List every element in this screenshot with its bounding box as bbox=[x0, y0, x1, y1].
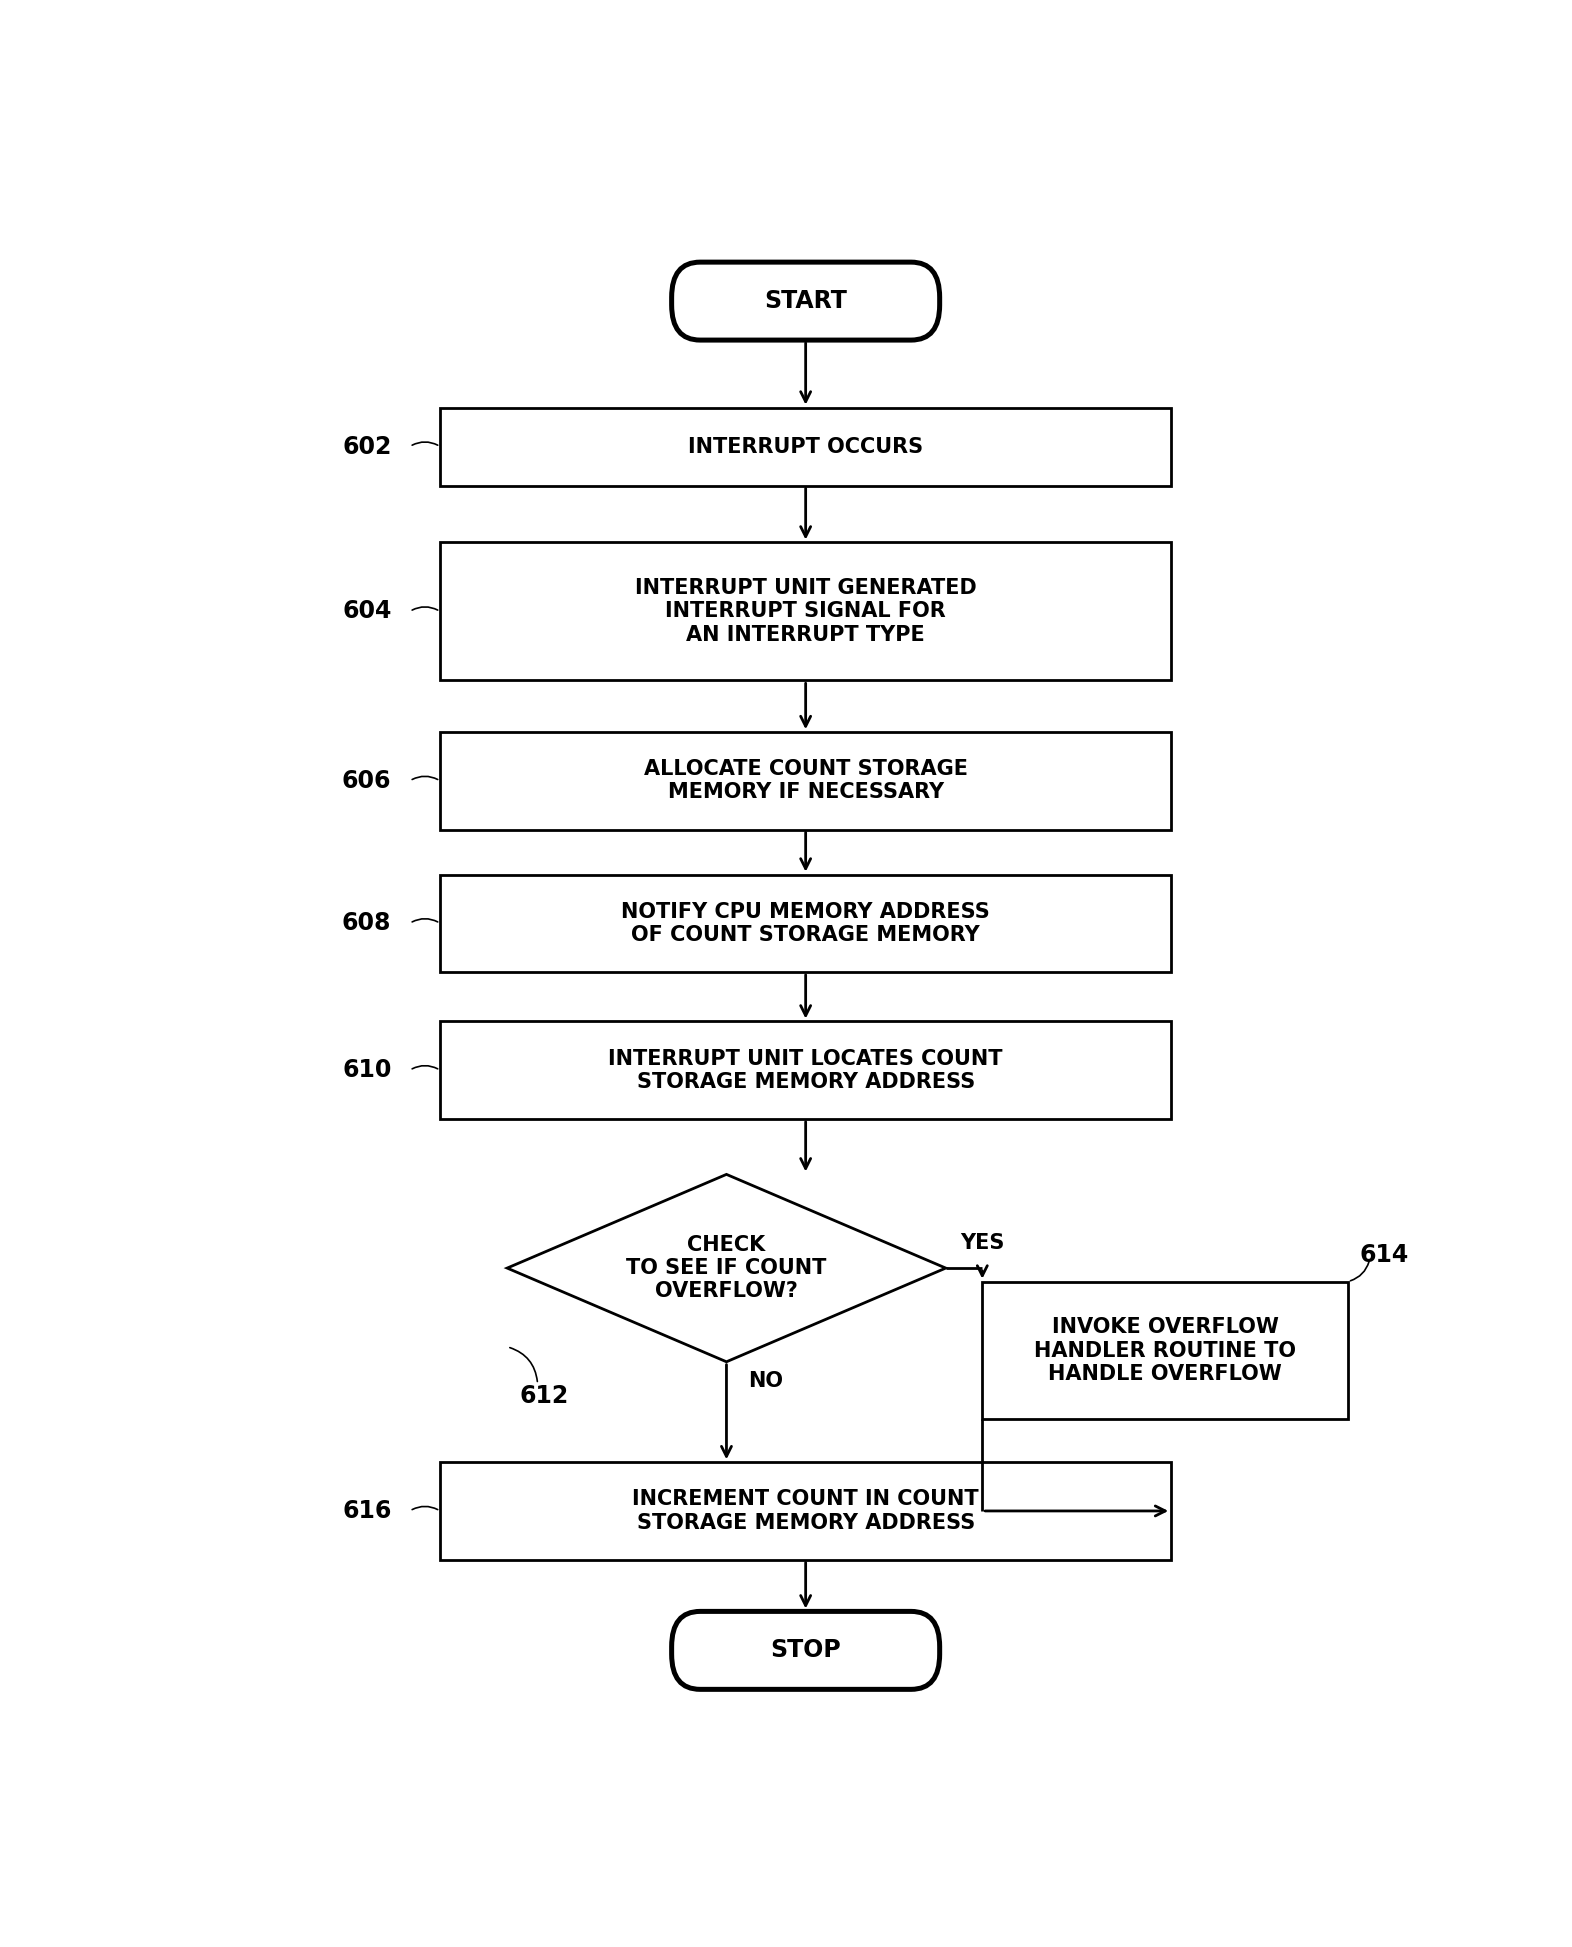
FancyBboxPatch shape bbox=[671, 263, 940, 341]
Text: CHECK
TO SEE IF COUNT
OVERFLOW?: CHECK TO SEE IF COUNT OVERFLOW? bbox=[626, 1234, 827, 1301]
FancyBboxPatch shape bbox=[440, 732, 1171, 829]
Polygon shape bbox=[508, 1174, 946, 1361]
FancyBboxPatch shape bbox=[440, 1462, 1171, 1560]
Text: ALLOCATE COUNT STORAGE
MEMORY IF NECESSARY: ALLOCATE COUNT STORAGE MEMORY IF NECESSA… bbox=[643, 759, 968, 802]
Text: INCREMENT COUNT IN COUNT
STORAGE MEMORY ADDRESS: INCREMENT COUNT IN COUNT STORAGE MEMORY … bbox=[632, 1489, 979, 1532]
Text: START: START bbox=[764, 288, 847, 313]
Text: NOTIFY CPU MEMORY ADDRESS
OF COUNT STORAGE MEMORY: NOTIFY CPU MEMORY ADDRESS OF COUNT STORA… bbox=[621, 901, 990, 944]
Text: INVOKE OVERFLOW
HANDLER ROUTINE TO
HANDLE OVERFLOW: INVOKE OVERFLOW HANDLER ROUTINE TO HANDL… bbox=[1034, 1318, 1295, 1384]
Text: INTERRUPT OCCURS: INTERRUPT OCCURS bbox=[689, 436, 923, 456]
FancyBboxPatch shape bbox=[982, 1281, 1347, 1419]
FancyBboxPatch shape bbox=[440, 407, 1171, 485]
Text: 608: 608 bbox=[343, 911, 391, 935]
Text: 616: 616 bbox=[343, 1499, 391, 1523]
Text: 612: 612 bbox=[519, 1384, 569, 1408]
Text: 614: 614 bbox=[1360, 1242, 1409, 1267]
FancyBboxPatch shape bbox=[671, 1612, 940, 1690]
Text: 602: 602 bbox=[343, 434, 391, 459]
Text: INTERRUPT UNIT LOCATES COUNT
STORAGE MEMORY ADDRESS: INTERRUPT UNIT LOCATES COUNT STORAGE MEM… bbox=[608, 1049, 1003, 1092]
FancyBboxPatch shape bbox=[440, 1022, 1171, 1120]
Text: 604: 604 bbox=[343, 600, 391, 623]
Text: YES: YES bbox=[960, 1232, 1005, 1254]
Text: STOP: STOP bbox=[770, 1637, 841, 1663]
Text: INTERRUPT UNIT GENERATED
INTERRUPT SIGNAL FOR
AN INTERRUPT TYPE: INTERRUPT UNIT GENERATED INTERRUPT SIGNA… bbox=[635, 578, 976, 644]
FancyBboxPatch shape bbox=[440, 874, 1171, 972]
Text: 606: 606 bbox=[343, 769, 391, 792]
Text: 610: 610 bbox=[343, 1057, 391, 1083]
Text: NO: NO bbox=[748, 1371, 783, 1390]
FancyBboxPatch shape bbox=[440, 543, 1171, 680]
